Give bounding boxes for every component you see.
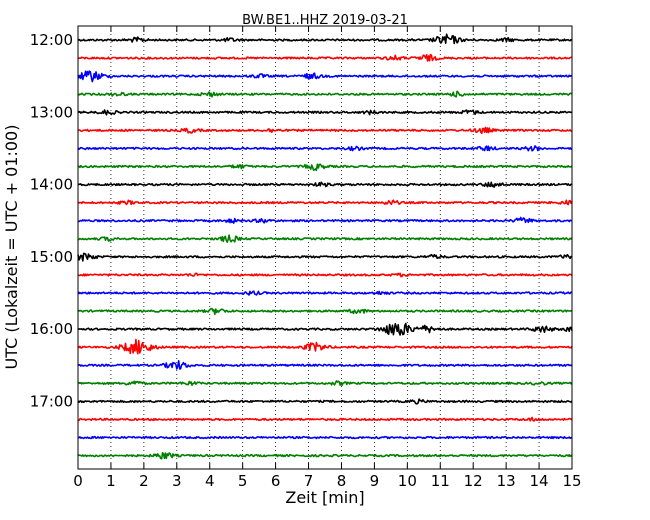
x-tick-label: 4: [205, 472, 215, 490]
x-tick-label: 12: [464, 472, 483, 490]
x-axis: 0 1 2 3 4 5 6 7 8 9 10 11 12 13 14 15: [73, 26, 582, 490]
seismogram-trace: [77, 398, 573, 405]
x-tick-label: 6: [271, 472, 281, 490]
seismogram-trace: [77, 322, 573, 336]
seismogram-trace: [77, 181, 573, 188]
seismogram-trace: [78, 216, 573, 224]
x-tick-label: 8: [337, 472, 347, 490]
x-tick-label: 2: [139, 472, 149, 490]
x-tick-label: 7: [304, 472, 314, 490]
y-tick-label: 13:00: [30, 103, 73, 121]
seismogram-trace: [77, 126, 573, 134]
seismogram-trace: [77, 145, 573, 152]
chart-title: BW.BE1..HHZ 2019-03-21: [242, 13, 408, 28]
seismogram-trace: [77, 33, 573, 45]
seismogram-trace: [77, 272, 573, 278]
seismogram-trace: [77, 252, 573, 262]
y-tick-label: 14:00: [30, 176, 73, 194]
x-axis-label: Zeit [min]: [285, 488, 364, 507]
y-axis: 12:00 13:00 14:00 15:00 16:00 17:00: [30, 31, 84, 410]
x-tick-label: 9: [370, 472, 380, 490]
seismogram-trace: [77, 307, 573, 316]
x-tick-label: 15: [562, 472, 581, 490]
seismogram-trace: [77, 360, 573, 370]
plot-area: [78, 26, 572, 469]
x-tick-label: 3: [172, 472, 182, 490]
seismogram-trace: [77, 452, 573, 460]
x-tick-label: 0: [73, 472, 83, 490]
seismogram-trace: [77, 380, 573, 386]
seismogram-trace: [77, 70, 573, 83]
seismogram-trace: [77, 435, 573, 440]
x-tick-label: 14: [530, 472, 549, 490]
seismogram-trace: [77, 163, 573, 172]
seismogram-trace: [77, 416, 573, 422]
seismogram-trace: [77, 290, 573, 296]
seismogram-trace: [77, 199, 573, 206]
trace-group: [77, 33, 573, 460]
x-tick-label: 1: [106, 472, 116, 490]
seismogram-trace: [77, 53, 573, 62]
y-tick-label: 12:00: [30, 31, 73, 49]
x-tick-label: 13: [497, 472, 516, 490]
x-tick-label: 5: [238, 472, 248, 490]
seismogram-trace: [77, 234, 573, 243]
y-tick-label: 15:00: [30, 248, 73, 266]
y-tick-label: 16:00: [30, 320, 73, 338]
x-tick-label: 11: [431, 472, 450, 490]
seismogram-trace: [77, 109, 573, 116]
seismogram-trace: [77, 90, 573, 98]
y-tick-label: 17:00: [30, 392, 73, 410]
x-tick-label: 10: [398, 472, 417, 490]
seismogram-trace: [77, 338, 573, 355]
y-axis-label: UTC (Lokalzeit = UTC + 01:00): [2, 125, 21, 370]
plot-frame: [77, 25, 573, 470]
